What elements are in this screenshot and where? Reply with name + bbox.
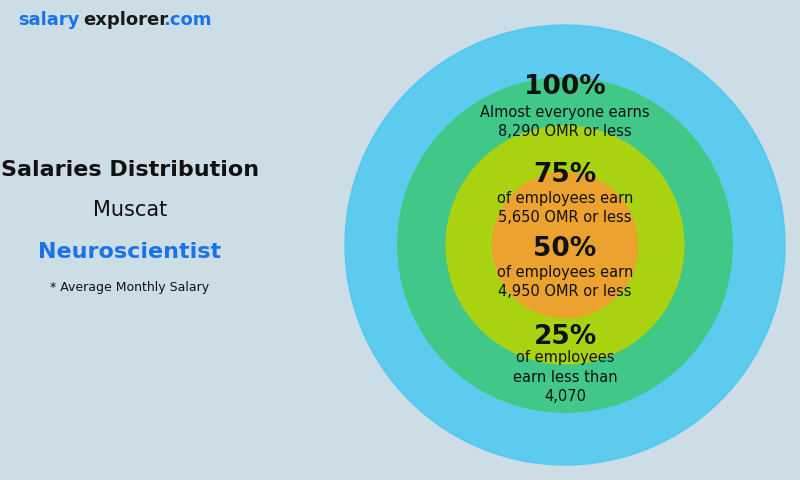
Text: Almost everyone earns
8,290 OMR or less: Almost everyone earns 8,290 OMR or less bbox=[480, 105, 650, 139]
Text: of employees
earn less than
4,070: of employees earn less than 4,070 bbox=[513, 350, 618, 404]
Text: * Average Monthly Salary: * Average Monthly Salary bbox=[50, 281, 210, 295]
Text: of employees earn
5,650 OMR or less: of employees earn 5,650 OMR or less bbox=[497, 191, 633, 225]
Text: 25%: 25% bbox=[534, 324, 597, 350]
Text: explorer: explorer bbox=[83, 11, 168, 29]
Text: of employees earn
4,950 OMR or less: of employees earn 4,950 OMR or less bbox=[497, 265, 633, 300]
Circle shape bbox=[492, 172, 638, 318]
Text: .com: .com bbox=[163, 11, 211, 29]
Circle shape bbox=[446, 126, 684, 364]
Text: 50%: 50% bbox=[534, 237, 597, 263]
Circle shape bbox=[345, 25, 785, 465]
Text: salary: salary bbox=[18, 11, 79, 29]
Text: Salaries Distribution: Salaries Distribution bbox=[1, 160, 259, 180]
Text: Neuroscientist: Neuroscientist bbox=[38, 242, 222, 262]
Text: Muscat: Muscat bbox=[93, 200, 167, 220]
Circle shape bbox=[398, 78, 732, 412]
Text: 75%: 75% bbox=[534, 162, 597, 188]
Text: 100%: 100% bbox=[524, 73, 606, 100]
